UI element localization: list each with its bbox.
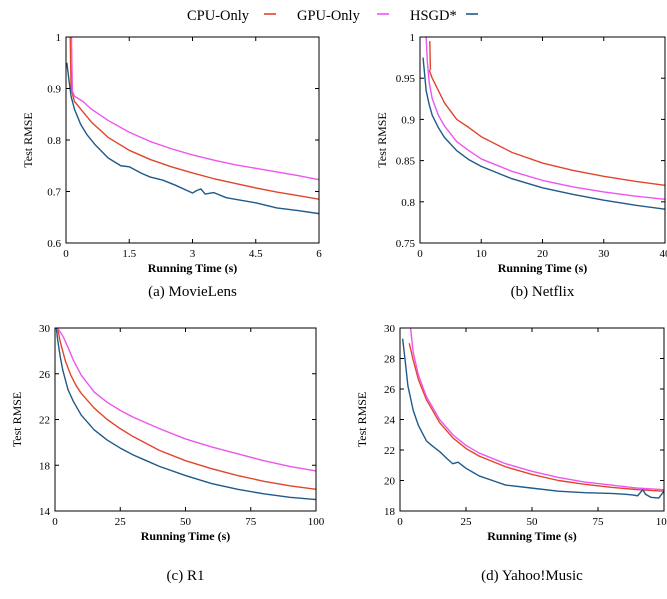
x-tick-label: 6 bbox=[316, 248, 322, 260]
y-axis-label: Test RMSE bbox=[355, 392, 369, 448]
series-line-hsgd- bbox=[55, 328, 316, 501]
x-tick-label: 0 bbox=[52, 516, 58, 528]
chart-netflix: 0 10 20 30 40 0.75 0.8 0.85 0.9 0.95 1 Running Time… bbox=[375, 32, 667, 300]
y-tick-label: 1 bbox=[56, 32, 62, 44]
x-tick-label: 0 bbox=[397, 516, 403, 528]
y-tick-label: 30 bbox=[39, 323, 51, 335]
y-tick-label: 0.7 bbox=[47, 187, 61, 199]
x-tick-label: 50 bbox=[180, 516, 192, 528]
y-tick-label: 0.6 bbox=[47, 238, 61, 250]
y-tick-label: 26 bbox=[384, 384, 396, 396]
y-tick-label: 0.9 bbox=[401, 114, 415, 126]
x-tick-label: 40 bbox=[660, 248, 667, 260]
series-line-gpu-only bbox=[409, 328, 664, 491]
y-tick-label: 14 bbox=[39, 506, 51, 518]
y-tick-label: 1 bbox=[410, 32, 416, 44]
y-axis-label: Test RMSE bbox=[21, 112, 35, 168]
y-tick-label: 28 bbox=[384, 354, 396, 366]
x-tick-label: 20 bbox=[537, 248, 549, 260]
panel-caption: (c) R1 bbox=[167, 568, 205, 584]
y-tick-label: 30 bbox=[384, 323, 396, 335]
x-tick-label: 30 bbox=[598, 248, 610, 260]
x-tick-label: 50 bbox=[527, 516, 539, 528]
x-tick-label: 75 bbox=[245, 516, 257, 528]
panel-caption: (b) Netflix bbox=[511, 284, 575, 300]
x-tick-label: 0 bbox=[63, 248, 69, 260]
x-axis-label: Running Time (s) bbox=[487, 529, 577, 543]
series-line-gpu-only bbox=[425, 37, 665, 201]
series-line-cpu-only bbox=[56, 328, 316, 490]
y-axis-label: Test RMSE bbox=[10, 392, 24, 448]
series-line-hsgd- bbox=[422, 57, 665, 210]
y-tick-label: 26 bbox=[39, 369, 51, 381]
chart-movielens: 0 1.5 3 4.5 6 0.6 0.7 0.8 0.9 1 Running Time (s) Te… bbox=[21, 32, 322, 300]
panels: 0 1.5 3 4.5 6 0.6 0.7 0.8 0.9 1 Running Time (s) Te… bbox=[10, 32, 667, 584]
series-line-cpu-only bbox=[408, 343, 664, 492]
x-axis-label: Running Time (s) bbox=[141, 529, 231, 543]
legend-label-gpu-only: GPU-Only bbox=[297, 8, 361, 24]
x-tick-label: 75 bbox=[593, 516, 605, 528]
legend-label-cpu-only: CPU-Only bbox=[187, 8, 250, 24]
x-tick-label: 0 bbox=[417, 248, 423, 260]
x-axis-label: Running Time (s) bbox=[148, 261, 238, 275]
y-tick-label: 24 bbox=[384, 415, 396, 427]
y-tick-label: 0.85 bbox=[396, 156, 416, 168]
y-tick-label: 22 bbox=[384, 445, 395, 457]
panel-caption: (d) Yahoo!Music bbox=[481, 568, 583, 584]
x-tick-label: 10 bbox=[476, 248, 488, 260]
y-tick-label: 18 bbox=[384, 506, 396, 518]
y-tick-label: 0.9 bbox=[47, 84, 61, 96]
x-tick-label: 25 bbox=[115, 516, 127, 528]
x-axis-label: Running Time (s) bbox=[498, 261, 588, 275]
y-tick-label: 0.75 bbox=[396, 238, 416, 250]
y-tick-label: 0.8 bbox=[401, 197, 415, 209]
x-tick-label: 25 bbox=[461, 516, 473, 528]
x-tick-label: 3 bbox=[190, 248, 196, 260]
x-tick-label: 100 bbox=[308, 516, 325, 528]
y-tick-label: 20 bbox=[384, 476, 396, 488]
series-lead-segment bbox=[429, 41, 432, 70]
series-line-hsgd- bbox=[401, 338, 664, 499]
series-line-gpu-only bbox=[70, 37, 319, 181]
x-tick-label: 1.5 bbox=[122, 248, 136, 260]
y-tick-label: 22 bbox=[39, 415, 50, 427]
y-tick-label: 0.95 bbox=[396, 73, 416, 85]
plot-frame bbox=[419, 36, 666, 244]
series-line-hsgd- bbox=[66, 62, 319, 215]
series-line-cpu-only bbox=[69, 37, 319, 200]
plot-frame bbox=[65, 36, 320, 244]
chart-yahoo-music: 0 25 50 75 100 18 20 22 24 26 28 30 Running Time (s)… bbox=[355, 323, 667, 584]
y-axis-label: Test RMSE bbox=[375, 112, 389, 168]
legend: CPU-Only GPU-Only HSGD* bbox=[187, 8, 478, 24]
x-tick-label: 100 bbox=[656, 516, 667, 528]
x-tick-label: 4.5 bbox=[249, 248, 263, 260]
y-tick-label: 0.8 bbox=[47, 135, 61, 147]
chart-r1: 0 25 50 75 100 14 18 22 26 30 Running Time (s) Test… bbox=[10, 323, 325, 584]
legend-label-hsgd: HSGD* bbox=[410, 8, 457, 24]
y-tick-label: 18 bbox=[39, 460, 51, 472]
series-line-cpu-only bbox=[428, 69, 665, 187]
panel-caption: (a) MovieLens bbox=[148, 284, 237, 300]
series-line-gpu-only bbox=[57, 328, 316, 472]
